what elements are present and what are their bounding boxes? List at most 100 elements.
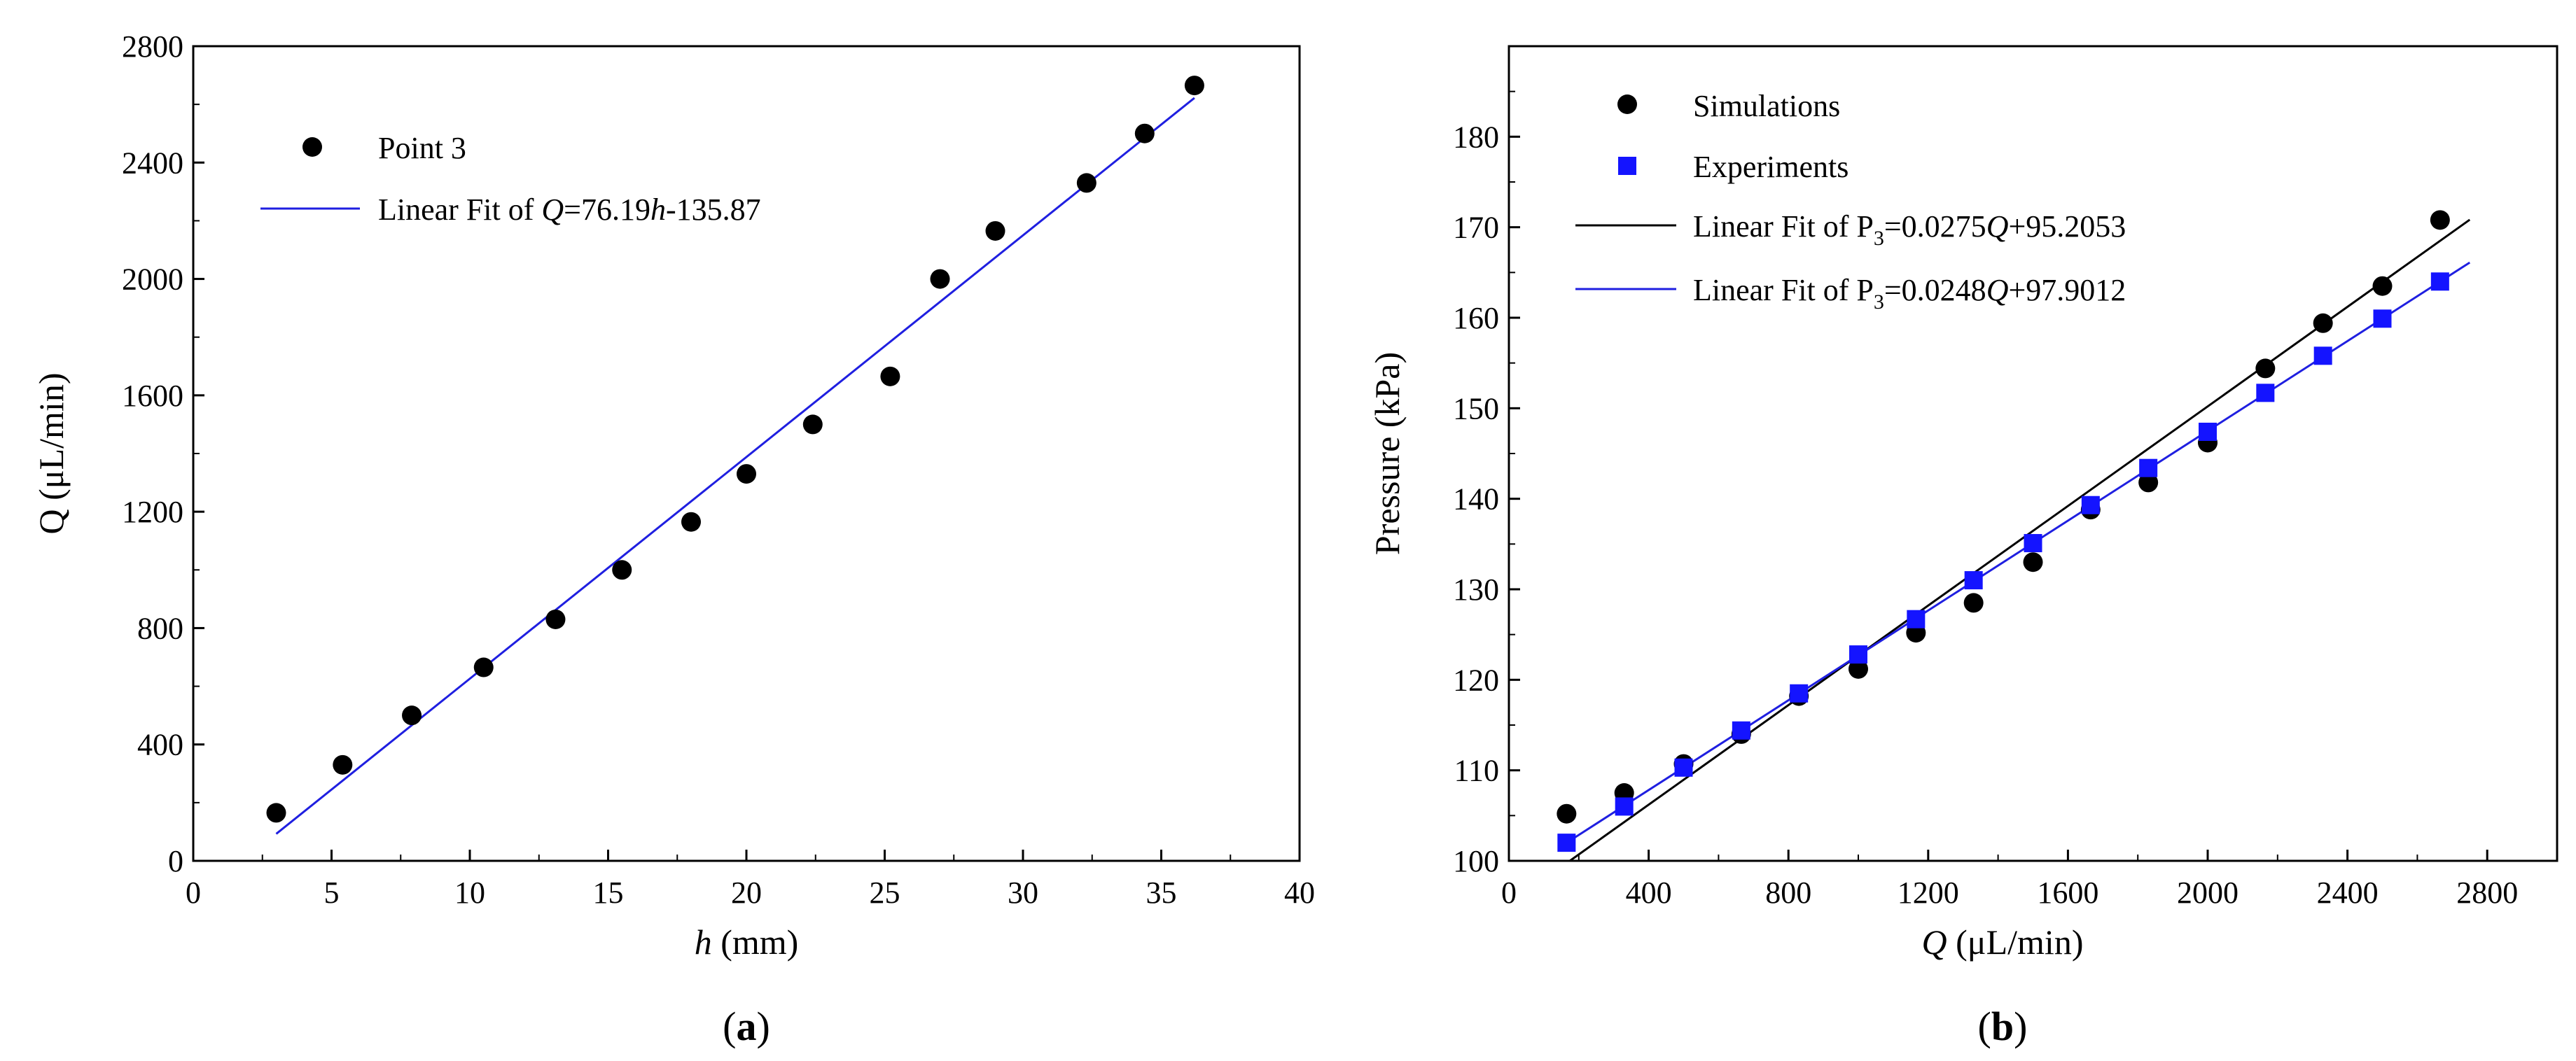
data-point-point-3 — [1134, 123, 1155, 143]
x-tick-label: 15 — [593, 876, 624, 910]
data-point-point-3 — [333, 754, 353, 775]
y-tick-label: 2800 — [122, 29, 183, 64]
panel-b-points — [1557, 210, 2450, 852]
panel-a-label: (a) — [723, 1004, 770, 1049]
legend-fit-exp-label: Linear Fit of P3=0.0248Q+97.9012 — [1693, 273, 2126, 314]
data-point-point-3 — [1184, 76, 1204, 96]
legend-point-3-label: Point 3 — [378, 131, 466, 165]
data-point-point-3 — [737, 464, 756, 484]
x-tick-label: 400 — [1626, 876, 1672, 910]
x-tick-label: 40 — [1284, 876, 1315, 910]
data-point-simulations — [2255, 358, 2276, 379]
y-tick-label: 130 — [1453, 572, 1499, 607]
data-point-simulations — [1557, 803, 1577, 824]
x-tick-label: 2400 — [2317, 876, 2379, 910]
data-point-simulations — [1849, 659, 1868, 679]
data-point-simulations — [2138, 472, 2159, 493]
data-point-simulations — [1963, 593, 1984, 613]
data-point-experiments — [2024, 534, 2042, 553]
panel-a-x-axis-title: h (mm) — [695, 922, 799, 962]
data-point-experiments — [1732, 721, 1750, 740]
data-point-experiments — [1907, 610, 1926, 628]
x-tick-label: 1600 — [2037, 876, 2098, 910]
y-tick-label: 160 — [1453, 301, 1499, 335]
fit-line-a-1 — [275, 97, 1195, 835]
y-tick-label: 2400 — [122, 146, 183, 180]
y-tick-label: 170 — [1453, 211, 1499, 245]
x-tick-label: 20 — [731, 876, 762, 910]
y-tick-label: 150 — [1453, 391, 1499, 426]
data-point-point-3 — [880, 366, 900, 386]
data-point-point-3 — [545, 609, 566, 629]
data-point-point-3 — [1076, 173, 1096, 193]
data-point-point-3 — [612, 560, 632, 580]
data-point-experiments — [2139, 458, 2158, 477]
x-tick-label: 800 — [1765, 876, 1811, 910]
x-tick-label: 1200 — [1898, 876, 1959, 910]
x-tick-label: 25 — [870, 876, 900, 910]
data-point-simulations — [2313, 313, 2333, 333]
data-point-experiments — [2430, 272, 2449, 291]
y-tick-label: 1600 — [122, 379, 183, 413]
data-point-experiments — [2373, 309, 2392, 328]
legend-fit-sim-label: Linear Fit of P3=0.0275Q+95.2053 — [1693, 209, 2126, 250]
data-point-point-3 — [930, 269, 950, 289]
panel-b: 0 400 800 1200 1600 2000 2400 2800 100 110 120 130 1… — [1367, 45, 2558, 1049]
fit-line-b-3 — [1568, 261, 2471, 843]
data-point-point-3 — [402, 705, 422, 726]
panel-a-fit-lines — [275, 97, 1195, 835]
y-tick-label: 120 — [1453, 663, 1499, 697]
y-tick-label: 110 — [1454, 754, 1499, 788]
data-point-experiments — [2199, 422, 2217, 441]
x-tick-label: 5 — [324, 876, 340, 910]
data-point-experiments — [2081, 496, 2100, 514]
panel-a-plot-frame — [192, 45, 1301, 862]
data-point-experiments — [1790, 684, 1809, 703]
data-point-experiments — [1964, 571, 1983, 590]
x-tick-label: 2000 — [2177, 876, 2239, 910]
fit-line-b-2 — [1569, 218, 2471, 862]
panel-b-y-axis-title: Pressure (kPa) — [1367, 352, 1407, 555]
x-tick-label: 2800 — [2456, 876, 2518, 910]
panel-b-fit-lines — [1568, 218, 2471, 862]
data-point-simulations — [2372, 276, 2393, 296]
data-point-experiments — [1615, 797, 1634, 816]
legend-simulations-marker — [1617, 94, 1637, 114]
data-point-point-3 — [681, 512, 701, 532]
panel-a-y-axis-title: Q (μL/min) — [32, 373, 71, 535]
panel-a: 0 5 10 15 20 25 30 35 40040080012001600200024002… — [32, 29, 1315, 1049]
x-tick-label: 0 — [1501, 876, 1517, 910]
y-tick-label: 0 — [168, 844, 183, 878]
y-tick-label: 2000 — [122, 262, 183, 297]
x-tick-label: 30 — [1008, 876, 1038, 910]
legend-point-3-marker — [302, 137, 322, 157]
data-point-experiments — [2313, 346, 2332, 365]
data-point-simulations — [2430, 210, 2450, 230]
y-tick-label: 180 — [1453, 120, 1499, 154]
panel-a-points — [266, 76, 1204, 823]
data-point-experiments — [2256, 384, 2275, 402]
panel-b-x-axis-title: Q (μL/min) — [1922, 922, 2084, 962]
legend-simulations-label: Simulations — [1693, 89, 1840, 123]
panel-b-legend: Simulations Experiments Linear Fit of P3… — [1575, 89, 2126, 314]
panel-a-legend: Point 3 Linear Fit of Q=76.19h-135.87 — [260, 131, 761, 227]
data-point-point-3 — [473, 657, 494, 677]
panel-a-ticks: 0 5 10 15 20 25 30 35 40040080012001600200024002… — [122, 29, 1315, 910]
y-tick-label: 400 — [137, 728, 183, 762]
x-tick-label: 35 — [1146, 876, 1177, 910]
legend-experiments-marker — [1618, 157, 1636, 175]
panel-b-label: (b) — [1978, 1004, 2028, 1049]
data-point-experiments — [1557, 834, 1576, 852]
data-point-point-3 — [985, 220, 1005, 241]
y-tick-label: 140 — [1453, 482, 1499, 517]
panel-b-plot-frame — [1508, 45, 2558, 862]
y-tick-label: 100 — [1453, 844, 1499, 878]
x-tick-label: 10 — [454, 876, 485, 910]
data-point-experiments — [1674, 758, 1693, 777]
legend-fit-a-label: Linear Fit of Q=76.19h-135.87 — [378, 192, 761, 227]
data-point-experiments — [1849, 645, 1867, 664]
x-tick-label: 0 — [186, 876, 201, 910]
y-tick-label: 1200 — [122, 495, 183, 529]
y-tick-label: 800 — [137, 611, 183, 645]
